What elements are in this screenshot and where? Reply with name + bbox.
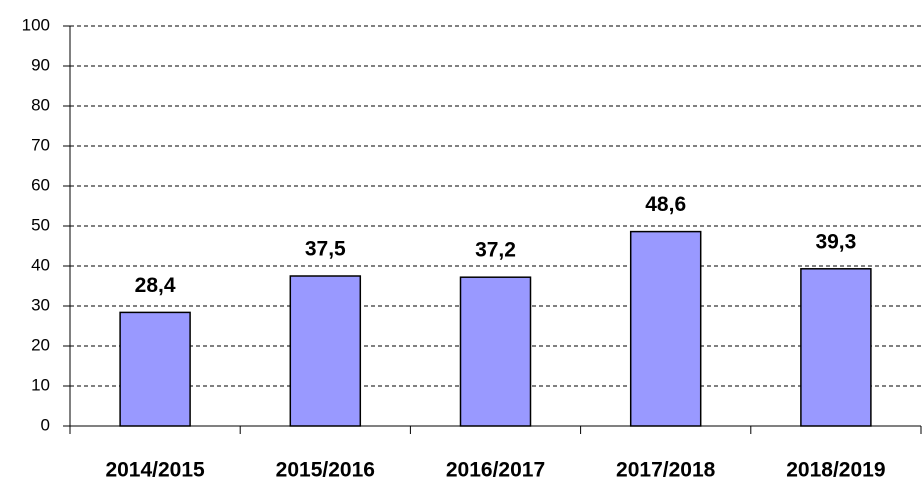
bar	[629, 230, 702, 427]
x-tick-label: 2017/2018	[616, 459, 716, 482]
y-tick-label: 30	[31, 295, 50, 314]
y-tick-label: 20	[31, 335, 50, 354]
y-tick-label: 70	[31, 135, 50, 154]
y-tick-label: 90	[31, 55, 50, 74]
x-tick-label: 2014/2015	[105, 459, 205, 482]
y-tick-label: 100	[22, 15, 50, 34]
y-tick-label: 80	[31, 95, 50, 114]
x-tick-label: 2016/2017	[446, 459, 545, 482]
y-tick-label: 10	[31, 375, 50, 394]
data-label: 48,6	[645, 193, 686, 216]
y-tick-label: 60	[31, 175, 50, 194]
data-label: 37,5	[305, 238, 346, 261]
bar	[289, 275, 362, 427]
data-label: 28,4	[135, 274, 176, 297]
data-label: 39,3	[815, 230, 856, 253]
y-tick-label: 0	[41, 415, 50, 434]
y-tick-label: 40	[31, 255, 50, 274]
bar	[459, 276, 532, 427]
y-tick-label: 50	[31, 215, 50, 234]
data-label: 37,2	[475, 239, 516, 262]
x-tick-label: 2018/2019	[786, 459, 885, 482]
bar	[800, 268, 872, 427]
x-tick-label: 2015/2016	[276, 459, 375, 482]
bar	[119, 311, 191, 427]
